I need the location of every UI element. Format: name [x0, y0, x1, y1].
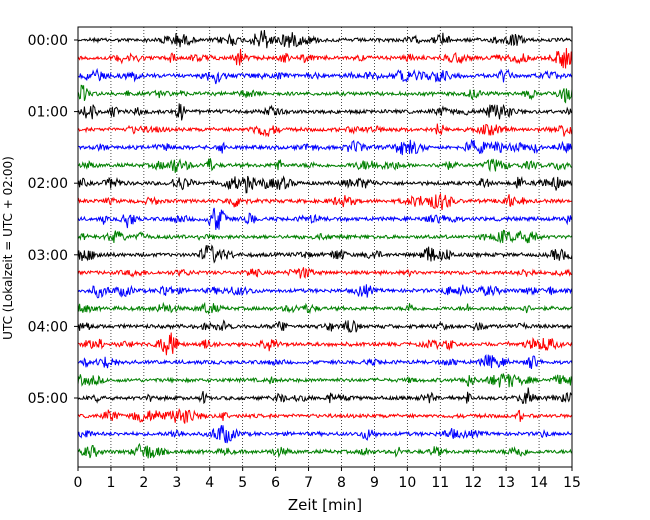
seismogram-trace: [77, 207, 573, 230]
x-tick-label: 12: [464, 475, 482, 491]
seismogram-trace: [77, 229, 573, 244]
x-axis-label: Zeit [min]: [288, 496, 362, 514]
seismogram-trace: [77, 442, 573, 459]
x-tick-label: 8: [337, 475, 346, 491]
seismogram-trace: [77, 30, 573, 49]
seismogram-trace: [77, 372, 573, 388]
seismogram-trace: [77, 301, 573, 316]
x-tick-label: 0: [74, 475, 83, 491]
y-tick-label: 00:00: [28, 33, 68, 49]
y-tick-label: 05:00: [28, 391, 68, 407]
x-tick-label: 5: [238, 475, 247, 491]
y-tick-label: 01:00: [28, 105, 68, 121]
seismogram-trace: [77, 425, 573, 444]
vertical-grid: [110, 27, 540, 467]
x-tick-label: 7: [304, 475, 313, 491]
seismogram-trace: [77, 158, 573, 173]
y-axis-label: UTC (Lokalzeit = UTC + 02:00): [1, 156, 15, 340]
seismogram-trace: [77, 244, 573, 264]
y-tick-label: 04:00: [28, 319, 68, 335]
seismogram-trace: [77, 332, 573, 356]
seismogram-trace: [77, 284, 573, 299]
seismogram-trace: [77, 138, 573, 156]
x-tick-label: 13: [497, 475, 515, 491]
y-tick-label: 02:00: [28, 176, 68, 192]
x-tick-label: 11: [431, 475, 449, 491]
seismogram-trace: [77, 319, 573, 333]
seismogram-trace: [77, 123, 573, 138]
x-tick-label: 3: [172, 475, 181, 491]
seismogram-trace: [77, 387, 573, 405]
y-tick-label: 03:00: [28, 248, 68, 264]
x-tick-label: 2: [139, 475, 148, 491]
x-tick-label: 15: [563, 475, 581, 491]
seismogram-trace: [77, 84, 573, 104]
x-tick-label: 6: [271, 475, 280, 491]
seismogram-trace: [77, 103, 573, 121]
seismogram-traces: [77, 30, 573, 459]
seismogram-trace: [77, 354, 573, 369]
x-tick-label: 14: [530, 475, 548, 491]
x-tick-label: 10: [398, 475, 416, 491]
x-tick-label: 4: [205, 475, 214, 491]
x-axis-ticks: 0 1 2 3 4 5 6 7 8 9 10 11 12 13 14 15: [74, 467, 581, 491]
x-tick-label: 1: [106, 475, 115, 491]
seismogram-trace: [77, 267, 573, 279]
y-axis-ticks: 00:00 01:00 02:00 03:00 04:00 05:00: [28, 33, 78, 407]
seismogram-trace: [77, 175, 573, 194]
seismogram-trace: [77, 47, 573, 69]
seismogram-trace: [77, 192, 573, 211]
seismogram-trace: [77, 67, 573, 85]
plot-frame: [77, 26, 573, 468]
seismogram-trace: [77, 407, 573, 424]
x-tick-label: 9: [370, 475, 379, 491]
